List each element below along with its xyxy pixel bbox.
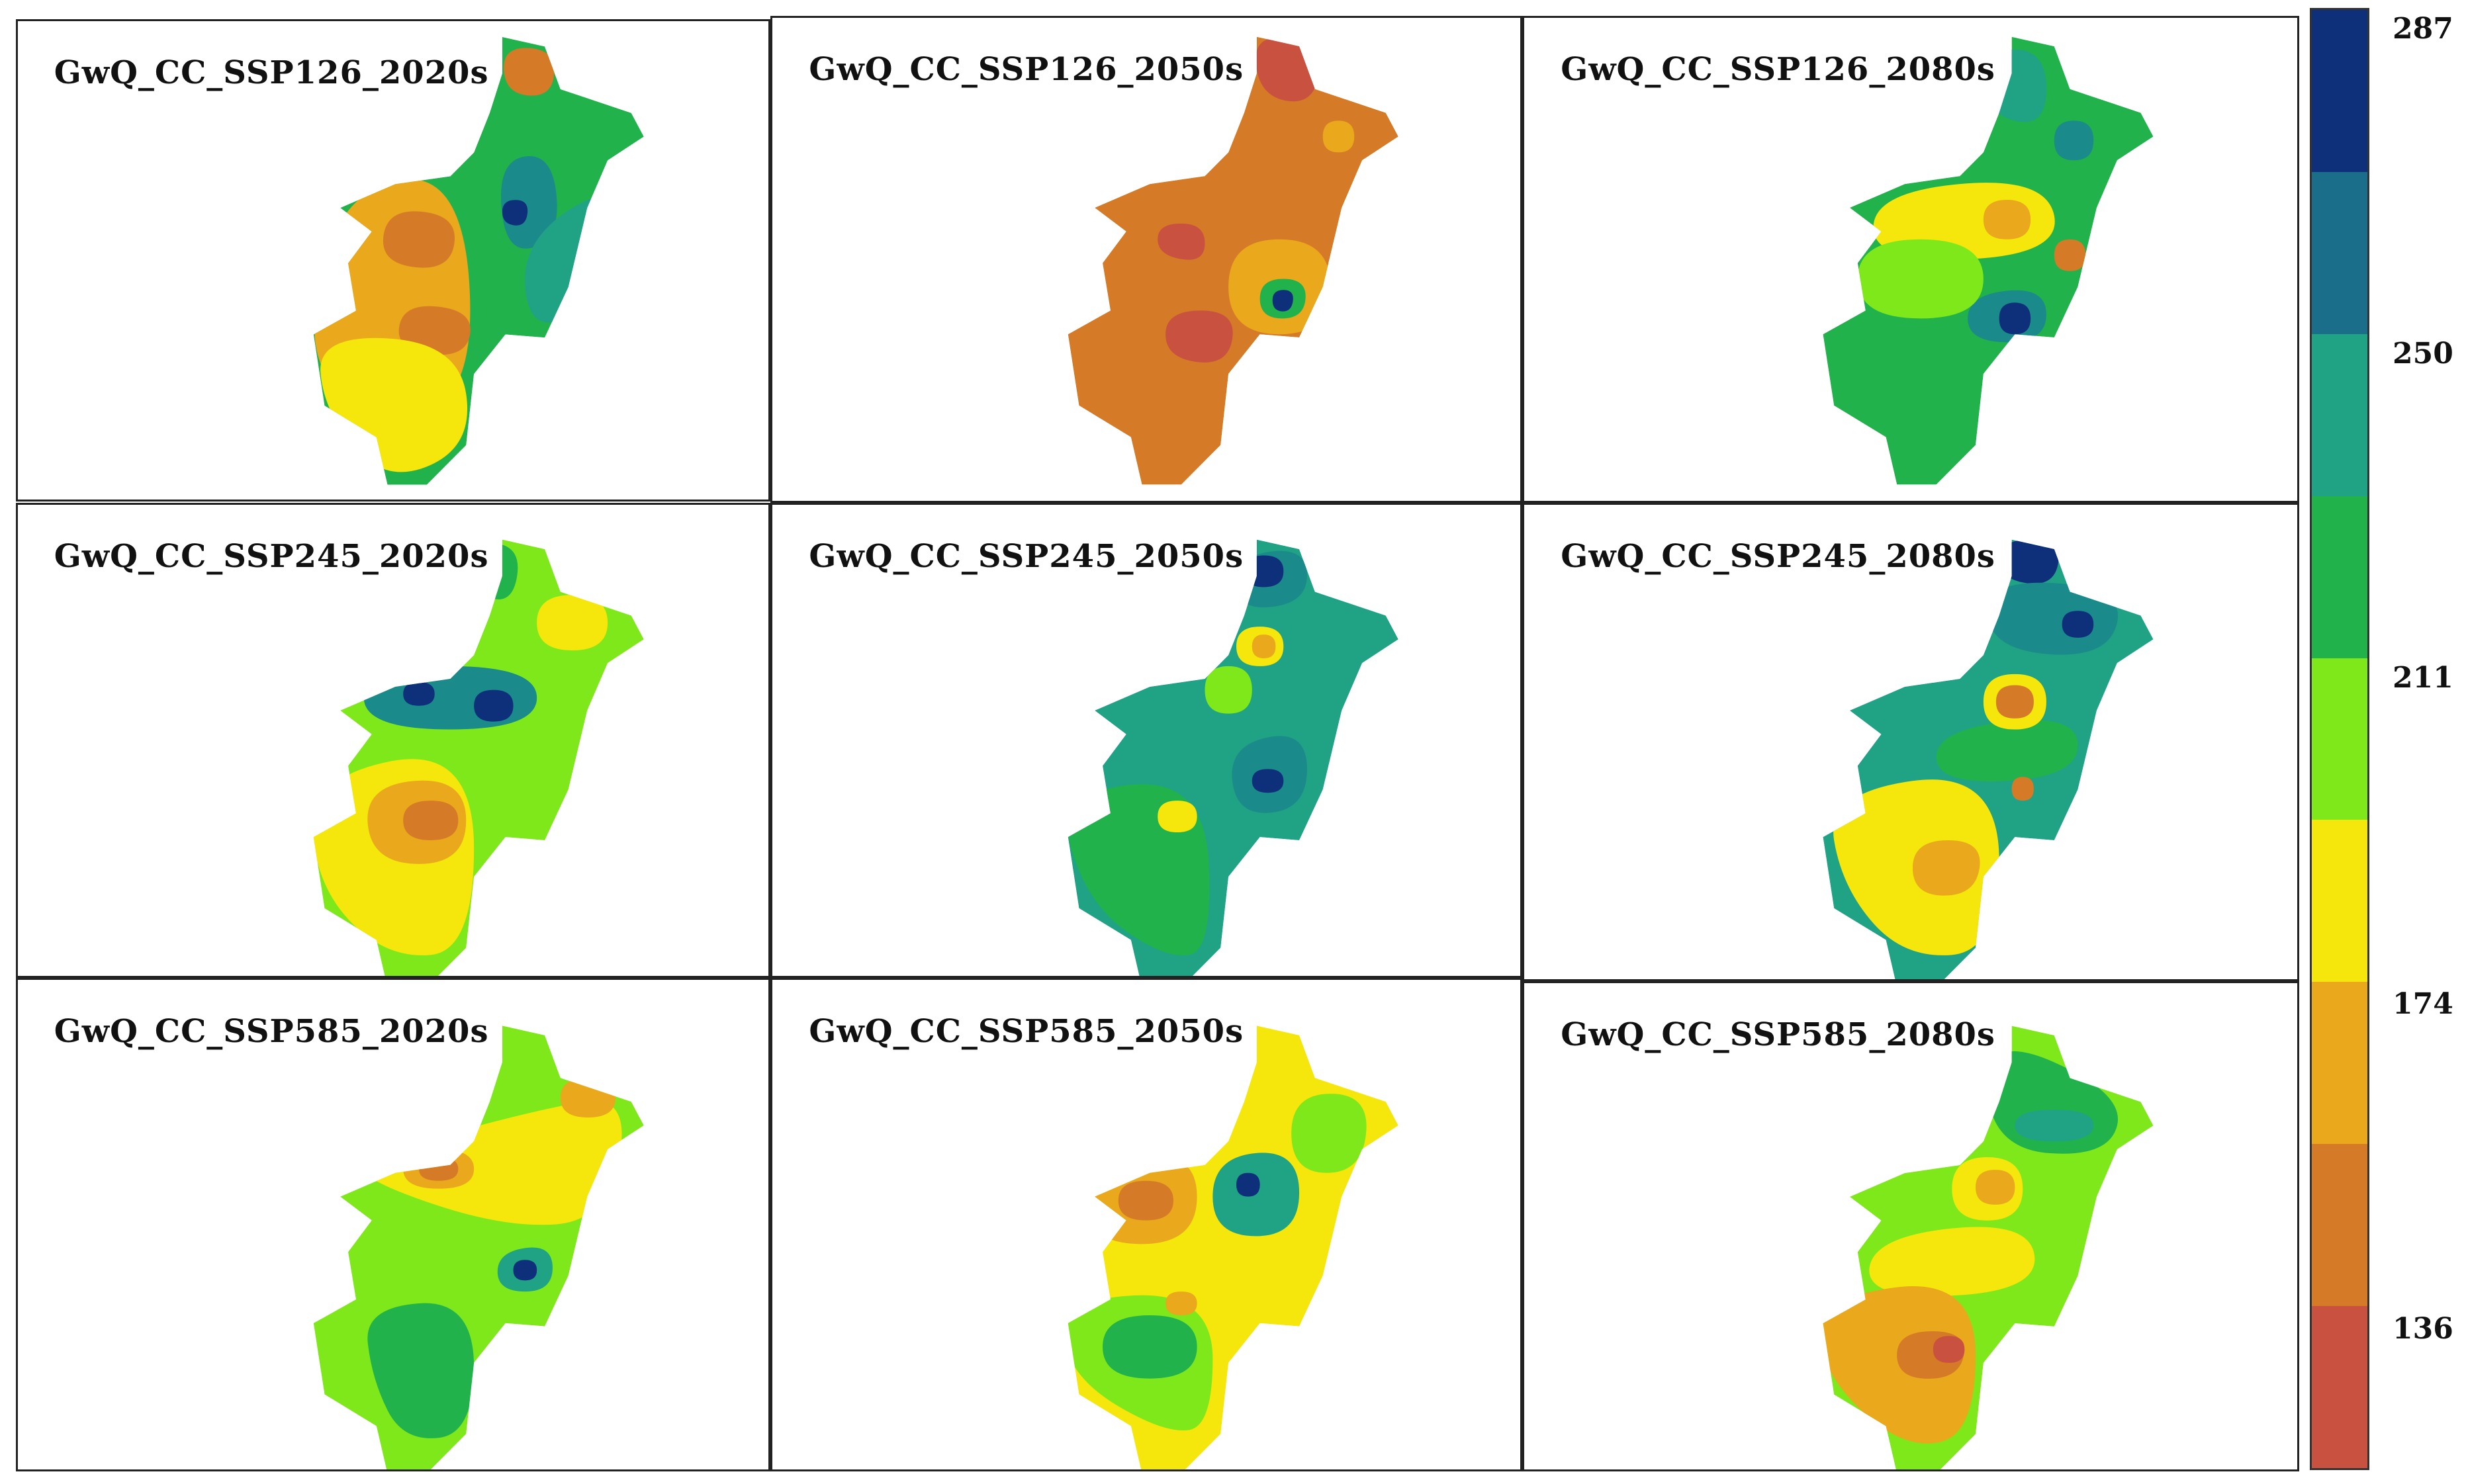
value-zone (367, 1303, 474, 1438)
value-zone (1158, 223, 1205, 260)
map-canvas (1823, 36, 2154, 485)
value-zone (1252, 769, 1284, 793)
value-zone (2054, 120, 2094, 161)
region-base (1068, 36, 1399, 485)
legend-label: 174 (2393, 987, 2453, 1022)
value-zone (1984, 199, 2031, 240)
value-zone (2062, 611, 2094, 638)
value-zone (1323, 120, 1355, 153)
map-canvas (1068, 36, 1399, 485)
map-panel: GwQ_CC_SSP126_2050s (770, 15, 1523, 503)
value-zone (1999, 302, 2031, 335)
map-panel: GwQ_CC_SSP126_2080s (1522, 15, 2300, 503)
legend-label: 211 (2393, 661, 2453, 695)
map-panel: GwQ_CC_SSP245_2050s (770, 503, 1523, 978)
legend-swatch (2312, 658, 2367, 820)
panel-title: GwQ_CC_SSP126_2020s (54, 54, 489, 91)
value-zone (1205, 666, 1253, 715)
legend-swatch (2312, 333, 2367, 496)
panel-title: GwQ_CC_SSP126_2050s (809, 50, 1244, 88)
value-zone (1165, 1291, 1197, 1315)
map-canvas (1823, 540, 2154, 979)
legend-swatch (2312, 1306, 2367, 1468)
color-legend: 287 250 211 174 136 (2310, 8, 2466, 1477)
value-zone (2015, 1109, 2094, 1141)
value-zone (1165, 310, 1234, 363)
legend-label: 136 (2393, 1311, 2453, 1346)
panel-title: GwQ_CC_SSP585_2050s (809, 1012, 1244, 1050)
value-zone (503, 48, 555, 96)
legend-label: 250 (2393, 336, 2453, 371)
panel-title: GwQ_CC_SSP245_2020s (54, 538, 489, 576)
value-zone (1996, 685, 2034, 719)
legend-swatch (2312, 496, 2367, 658)
map-panel: GwQ_CC_SSP585_2080s (1522, 981, 2300, 1471)
legend-swatch (2312, 10, 2367, 172)
legend-swatch (2312, 820, 2367, 982)
value-zone (1823, 1286, 1976, 1444)
map-canvas (1068, 1026, 1399, 1469)
value-zone (320, 337, 467, 472)
value-zone (500, 155, 557, 249)
value-zone (363, 1100, 622, 1225)
map-canvas (1823, 1026, 2154, 1469)
value-zone (418, 1157, 459, 1181)
value-zone (2011, 777, 2034, 801)
legend-swatch (2312, 171, 2367, 334)
panel-title: GwQ_CC_SSP245_2080s (1561, 538, 1995, 576)
map-canvas (313, 540, 644, 976)
value-zone (398, 306, 471, 355)
value-zone (1236, 1172, 1261, 1197)
legend-swatch (2312, 1144, 2367, 1306)
value-zone (1933, 1335, 1965, 1363)
value-zone (1119, 1180, 1174, 1221)
map-canvas (313, 36, 644, 485)
value-zone (1291, 1093, 1367, 1173)
panel-title: GwQ_CC_SSP126_2080s (1561, 50, 1995, 88)
value-zone (513, 1260, 537, 1281)
value-zone (1976, 1169, 2015, 1205)
value-zone (1999, 540, 2059, 584)
value-zone (1858, 239, 1984, 319)
value-zone (473, 690, 514, 722)
value-zone (2054, 239, 2086, 271)
legend-color-bar (2310, 8, 2369, 1470)
value-zone (402, 682, 435, 707)
value-zone (1252, 634, 1276, 659)
panel-title: GwQ_CC_SSP245_2050s (809, 538, 1244, 576)
value-zone (502, 199, 527, 226)
value-zone (402, 801, 459, 841)
legend-label: 287 (2393, 12, 2453, 46)
map-panel: GwQ_CC_SSP585_2020s (15, 977, 771, 1471)
map-panel: GwQ_CC_SSP585_2050s (770, 977, 1523, 1471)
map-canvas (1068, 540, 1399, 976)
value-zone (1244, 555, 1284, 588)
value-zone (1273, 290, 1294, 312)
map-panel: GwQ_CC_SSP245_2020s (15, 503, 771, 978)
value-zone (1158, 801, 1197, 833)
legend-swatch (2312, 982, 2367, 1145)
value-zone (560, 1078, 616, 1117)
value-zone (1987, 583, 2119, 655)
panel-title: GwQ_CC_SSP585_2080s (1561, 1016, 1995, 1053)
value-zone (1913, 840, 1980, 896)
value-zone (383, 211, 455, 268)
panel-title: GwQ_CC_SSP585_2020s (54, 1012, 489, 1050)
value-zone (1869, 1227, 2035, 1296)
map-panel: GwQ_CC_SSP126_2020s (15, 19, 771, 502)
map-canvas (313, 1026, 644, 1469)
map-panel: GwQ_CC_SSP245_2080s (1522, 503, 2300, 981)
value-zone (536, 595, 608, 651)
value-zone (1936, 720, 2078, 782)
value-zone (1103, 1315, 1197, 1379)
